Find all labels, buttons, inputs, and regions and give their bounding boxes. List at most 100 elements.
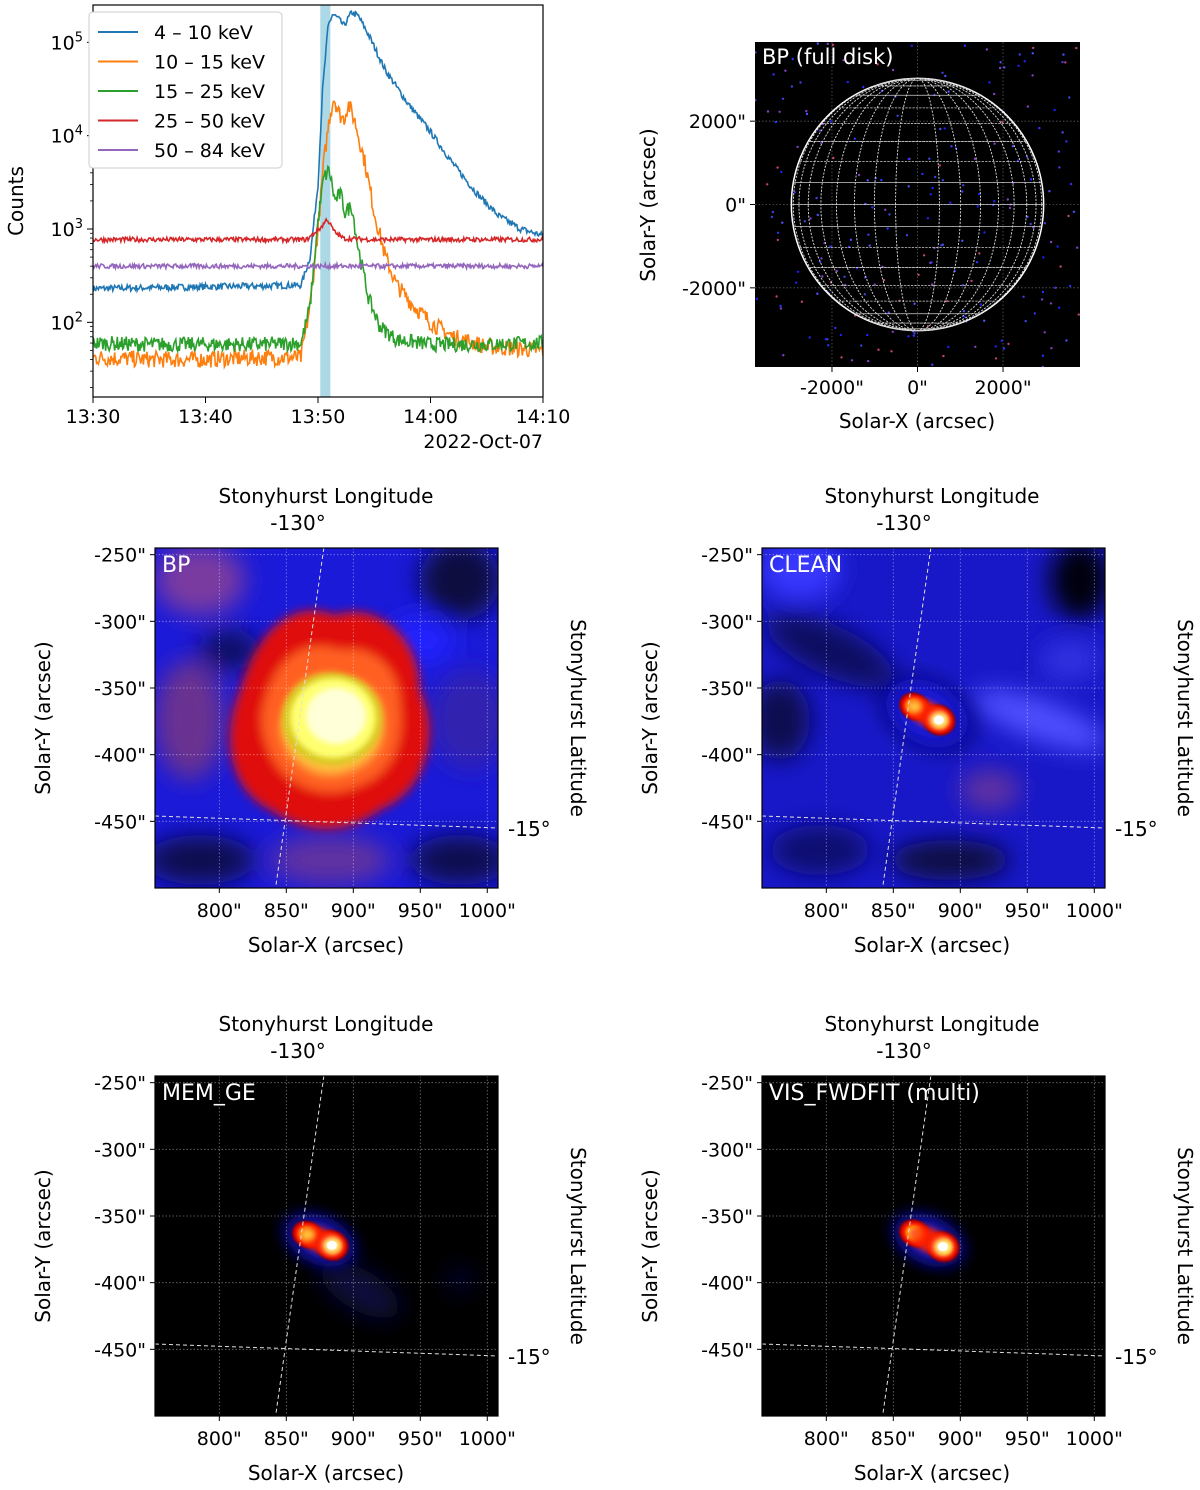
noise-dot — [1011, 145, 1015, 148]
noise-dot — [766, 110, 770, 113]
noise-dot — [877, 348, 880, 351]
noise-dot — [820, 257, 823, 260]
noise-dot — [866, 179, 869, 182]
noise-dot — [922, 254, 926, 257]
noise-dot — [993, 142, 996, 145]
stonyhurst-longitude-line — [275, 1076, 325, 1416]
noise-dot — [805, 109, 808, 113]
noise-dot — [818, 129, 822, 132]
noise-dot — [993, 200, 996, 203]
fulldisk-ticks: -2000" 0" 2000" 2000" 0" -2000" — [682, 111, 1032, 399]
noise-dot — [926, 324, 930, 328]
x-tick-label: 850" — [264, 1428, 309, 1450]
noise-dot — [1041, 354, 1045, 357]
noise-dot — [921, 172, 924, 176]
lightcurve-y-label: Counts — [4, 166, 28, 236]
lightcurve-series-line — [93, 260, 543, 272]
mem-label: MEM_GE — [162, 1081, 256, 1106]
x-tick-label: 850" — [871, 900, 916, 922]
noise-dot — [1032, 46, 1035, 50]
noise-dot — [1048, 190, 1051, 193]
noise-dot — [1025, 155, 1029, 158]
noise-dot — [973, 157, 977, 161]
noise-dot — [905, 234, 909, 237]
lightcurve-y-ticks: 102 103 104 105 — [51, 13, 93, 388]
noise-dot — [775, 295, 778, 298]
noise-dot — [832, 156, 835, 160]
noise-dot — [860, 344, 863, 347]
vis-x-label: Solar-X (arcsec) — [854, 1461, 1010, 1485]
noise-dot — [1029, 178, 1033, 181]
noise-dot — [963, 315, 966, 318]
clean-panel: CLEAN 800" 850" 900" 950" 1000" -250" -300" -35… — [638, 484, 1197, 957]
mem-top-tick: -130° — [270, 1039, 325, 1063]
clean-top-tick: -130° — [876, 511, 931, 535]
clean-y-label: Solar-Y (arcsec) — [638, 641, 662, 794]
noise-dot — [1061, 131, 1064, 134]
noise-dot — [1033, 312, 1037, 315]
noise-dot — [907, 157, 910, 161]
noise-dot — [1041, 365, 1044, 367]
noise-dot — [913, 332, 916, 335]
lightcurve-highlight — [320, 5, 331, 397]
noise-dot — [776, 238, 779, 242]
vis-panel: VIS_FWDFIT (multi) 800" 850" 900" 950" 1000"… — [638, 1012, 1197, 1485]
noise-dot — [985, 48, 989, 51]
x-tick-label: 950" — [398, 900, 443, 922]
source-peak — [326, 1240, 337, 1250]
mem-image — [155, 1076, 498, 1416]
noise-dot — [938, 164, 941, 167]
noise-dot — [1040, 298, 1044, 301]
noise-dot — [1058, 306, 1061, 309]
noise-dot — [1077, 313, 1080, 316]
fulldisk-sphere-grid — [790, 77, 1045, 332]
lightcurve-y-tick-label: 102 — [51, 310, 83, 334]
clean-x-label: Solar-X (arcsec) — [854, 933, 1010, 957]
noise-dot — [939, 127, 942, 131]
bp-top-tick: -130° — [270, 511, 325, 535]
lightcurve-date-label: 2022-Oct-07 — [423, 431, 543, 453]
noise-dot — [979, 303, 983, 306]
noise-dot — [976, 205, 980, 208]
noise-dot — [1057, 150, 1061, 153]
stonyhurst-latitude-line — [762, 1343, 1105, 1357]
noise-dot — [1049, 302, 1053, 305]
lightcurve-series-line — [93, 164, 543, 355]
noise-dot — [1068, 96, 1071, 99]
noise-dot — [850, 359, 854, 362]
noise-dot — [1065, 140, 1068, 143]
legend-entry-label: 10 – 15 keV — [154, 52, 265, 74]
noise-dot — [1024, 319, 1027, 323]
stonyhurst-longitude-line — [882, 1076, 932, 1416]
fulldisk-title: BP (full disk) — [762, 45, 893, 69]
noise-dot — [827, 344, 830, 347]
noise-dot — [1062, 53, 1065, 56]
noise-dot — [1031, 74, 1034, 77]
noise-dot — [934, 175, 937, 179]
fulldisk-axis-grid — [755, 42, 1080, 367]
noise-dot — [962, 184, 965, 187]
mem-y-label: Solar-Y (arcsec) — [31, 1169, 55, 1322]
fulldisk-x-label: Solar-X (arcsec) — [839, 409, 995, 433]
y-tick-label: 2000" — [689, 111, 746, 133]
noise-dot — [843, 275, 846, 278]
noise-dot — [1068, 284, 1072, 288]
vis-label: VIS_FWDFIT (multi) — [769, 1081, 980, 1106]
noise-dot — [1017, 64, 1020, 68]
x-tick-label: 2000" — [974, 377, 1031, 399]
noise-dot — [815, 196, 818, 200]
noise-dot — [941, 71, 944, 75]
noise-dot — [983, 231, 986, 234]
noise-dot — [947, 345, 950, 349]
clean-label: CLEAN — [769, 553, 842, 578]
noise-dot — [829, 120, 833, 123]
bp-y-label: Solar-Y (arcsec) — [31, 641, 55, 794]
x-tick-label: 900" — [938, 1428, 983, 1450]
noise-dot — [1056, 245, 1059, 248]
noise-dot — [842, 59, 845, 62]
lightcurve-x-ticks: 13:30 13:40 13:50 14:00 14:10 — [66, 397, 570, 428]
noise-dot — [776, 166, 779, 169]
noise-dot — [1050, 347, 1053, 350]
noise-dot — [1075, 46, 1078, 50]
